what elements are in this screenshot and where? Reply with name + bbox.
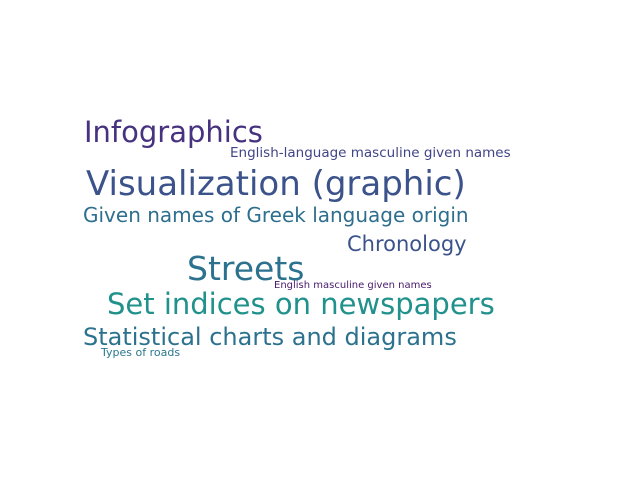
word-english-language-masculine-given-names: English-language masculine given names: [230, 145, 511, 161]
word-visualization-graphic: Visualization (graphic): [86, 164, 466, 204]
word-given-names-greek-origin: Given names of Greek language origin: [83, 203, 469, 227]
word-types-of-roads: Types of roads: [101, 346, 181, 359]
word-english-masculine-given-names: English masculine given names: [274, 280, 432, 291]
word-chronology: Chronology: [347, 232, 467, 256]
word-set-indices-on-newspapers: Set indices on newspapers: [107, 287, 495, 321]
word-infographics: Infographics: [84, 115, 263, 149]
word-statistical-charts-and-diagrams: Statistical charts and diagrams: [83, 323, 457, 351]
word-streets: Streets: [187, 249, 305, 288]
